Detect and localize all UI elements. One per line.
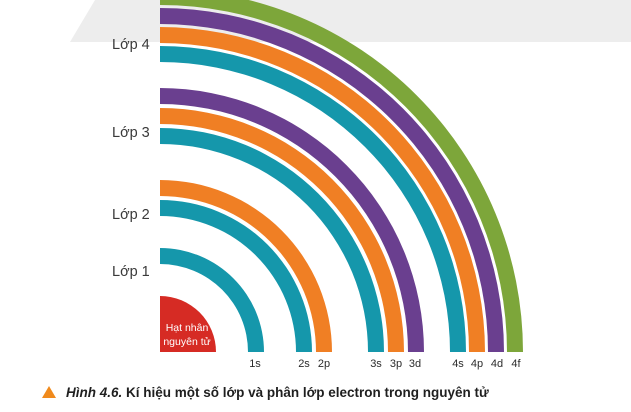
figure-caption: Hình 4.6. Kí hiệu một số lớp và phân lớp… — [66, 385, 489, 400]
nucleus — [160, 296, 216, 352]
caption-text: Kí hiệu một số lớp và phân lớp electron … — [122, 385, 489, 400]
subshell-label-4f: 4f — [511, 358, 521, 370]
subshell-label-3d: 3d — [409, 358, 421, 370]
subshell-arc-1s — [160, 248, 264, 352]
subshell-arc-3p — [160, 108, 404, 352]
subshell-arc-2s — [160, 200, 312, 352]
layer-label-1: Lớp 1 — [112, 264, 150, 280]
nucleus-label-line2: nguyên tử — [163, 336, 210, 348]
subshell-label-4d: 4d — [491, 358, 503, 370]
subshell-label-2p: 2p — [318, 358, 330, 370]
caption-triangle-icon — [42, 386, 56, 398]
caption-prefix: Hình 4.6. — [66, 385, 122, 400]
nucleus-label-line1: Hạt nhân — [166, 322, 209, 334]
subshell-arc-3s — [160, 128, 384, 352]
layer-label-2: Lớp 2 — [112, 207, 150, 223]
layer-label-4: Lớp 4 — [112, 37, 150, 53]
subshell-arc-3d — [160, 88, 424, 352]
subshell-arc-2p — [160, 180, 332, 352]
layer-label-3: Lớp 3 — [112, 125, 150, 141]
subshell-label-1s: 1s — [249, 358, 261, 370]
subshell-label-4p: 4p — [471, 358, 483, 370]
subshell-arcs — [160, 0, 523, 352]
subshell-label-3p: 3p — [390, 358, 402, 370]
subshell-label-3s: 3s — [370, 358, 382, 370]
subshell-label-2s: 2s — [298, 358, 310, 370]
watermark-band — [70, 0, 631, 42]
subshell-label-4s: 4s — [452, 358, 464, 370]
